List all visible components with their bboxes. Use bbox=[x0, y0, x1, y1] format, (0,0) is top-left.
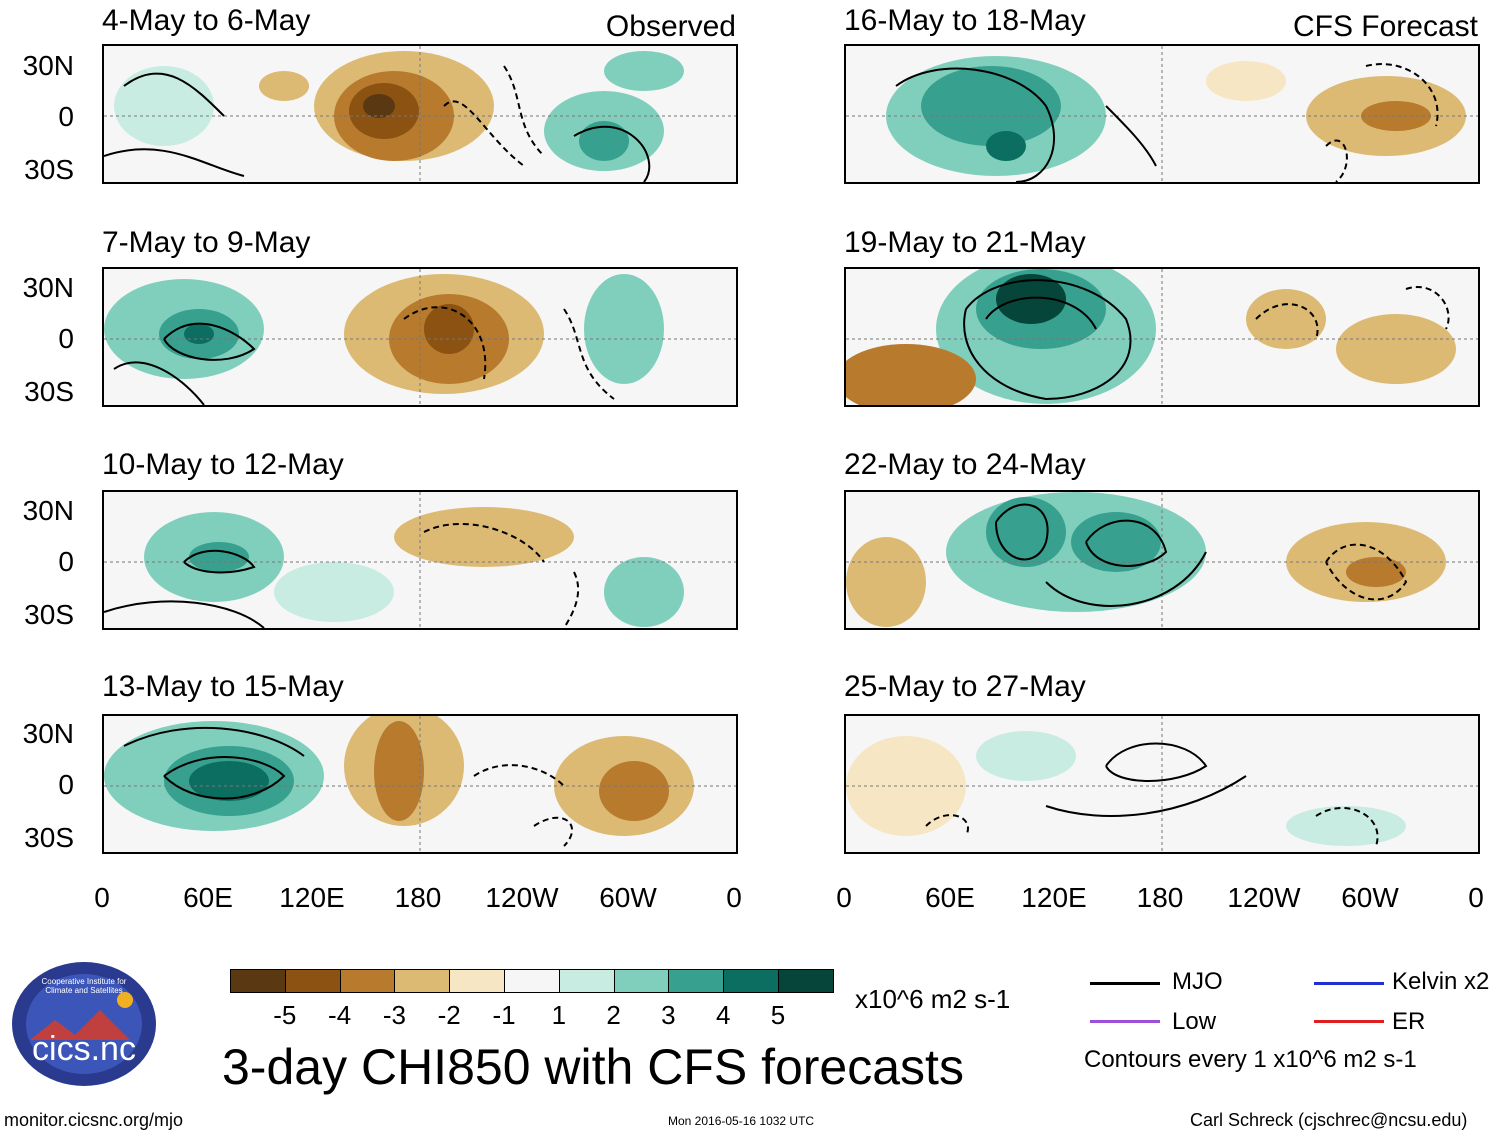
lat-label: 0 bbox=[58, 101, 74, 132]
lon-label: 0 bbox=[836, 882, 852, 913]
cics-logo: cics.nc Cooperative Institute for Climat… bbox=[10, 960, 158, 1088]
panel-title: 16-May to 18-May bbox=[844, 4, 1086, 37]
colorbar-swatch bbox=[339, 969, 396, 993]
lon-label: 180 bbox=[394, 882, 442, 913]
colorbar-swatch bbox=[668, 969, 725, 993]
lon-label: 0 bbox=[94, 882, 110, 913]
map-forecast-2 bbox=[844, 267, 1480, 407]
map-observed-3 bbox=[102, 490, 738, 630]
lat-label: 30N bbox=[22, 272, 74, 303]
logo-text: cics.nc bbox=[32, 1030, 136, 1068]
map-forecast-4 bbox=[844, 714, 1480, 854]
colorbar-label: 4 bbox=[715, 1000, 731, 1030]
lon-label: 0 bbox=[1468, 882, 1484, 913]
main-title: 3-day CHI850 with CFS forecasts bbox=[222, 1039, 964, 1095]
lon-label: 60E bbox=[183, 882, 233, 913]
lat-label: 30N bbox=[22, 50, 74, 81]
lon-label: 120W bbox=[485, 882, 559, 913]
lon-label: 120W bbox=[1227, 882, 1301, 913]
colorbar-swatch bbox=[284, 969, 341, 993]
colorbar-label: -2 bbox=[437, 1000, 461, 1030]
map-observed-1 bbox=[102, 44, 738, 184]
colorbar-swatch bbox=[778, 969, 834, 993]
panel-title: 10-May to 12-May bbox=[102, 448, 344, 481]
lon-label: 0 bbox=[726, 882, 742, 913]
panel-title: 25-May to 27-May bbox=[844, 670, 1086, 703]
colorbar-label: -3 bbox=[382, 1000, 406, 1030]
footer-author: Carl Schreck (cjschrec@ncsu.edu) bbox=[1190, 1110, 1468, 1130]
lat-label: 30S bbox=[24, 154, 74, 185]
colorbar-swatch bbox=[558, 969, 615, 993]
logo-ring-text: Cooperative Institute for Climate and Sa… bbox=[41, 977, 127, 995]
legend-mjo: MJO bbox=[1172, 968, 1223, 995]
colorbar-label: 5 bbox=[770, 1000, 786, 1030]
panel-title: 13-May to 15-May bbox=[102, 670, 344, 703]
lon-label: 60W bbox=[599, 882, 657, 913]
kelvin-line-swatch bbox=[1314, 982, 1384, 985]
er-line-swatch bbox=[1314, 1020, 1384, 1023]
lon-label: 60W bbox=[1341, 882, 1399, 913]
colorbar-swatch bbox=[723, 969, 779, 993]
low-line-swatch bbox=[1090, 1020, 1160, 1023]
colorbar-swatch bbox=[449, 969, 505, 993]
lat-label: 30N bbox=[22, 495, 74, 526]
legend-low: Low bbox=[1172, 1008, 1217, 1035]
lat-label: 0 bbox=[58, 323, 74, 354]
legend-contours-note: Contours every 1 x10^6 m2 s-1 bbox=[1084, 1046, 1417, 1073]
map-forecast-3 bbox=[844, 490, 1480, 630]
lat-label: 30N bbox=[22, 718, 74, 749]
colorbar-label: -1 bbox=[492, 1000, 516, 1030]
colorbar-units: x10^6 m2 s-1 bbox=[855, 984, 1011, 1014]
map-observed-4 bbox=[102, 714, 738, 854]
panel-title: 22-May to 24-May bbox=[844, 448, 1086, 481]
colorbar-label: 1 bbox=[551, 1000, 567, 1030]
lat-label: 30S bbox=[24, 822, 74, 853]
mjo-line-swatch bbox=[1090, 982, 1160, 985]
colorbar-swatch bbox=[504, 969, 560, 993]
lon-label: 120E bbox=[279, 882, 345, 913]
legend-er: ER bbox=[1392, 1008, 1426, 1035]
colorbar-swatch bbox=[394, 969, 451, 993]
colorbar-label: -4 bbox=[328, 1000, 352, 1030]
panel-title: 4-May to 6-May bbox=[102, 4, 311, 37]
lat-label: 30S bbox=[24, 599, 74, 630]
map-observed-2 bbox=[102, 267, 738, 407]
lat-label: 0 bbox=[58, 546, 74, 577]
lon-label: 120E bbox=[1021, 882, 1087, 913]
legend-kelvin: Kelvin x2 bbox=[1392, 968, 1490, 995]
lat-label: 0 bbox=[58, 769, 74, 800]
lon-label: 180 bbox=[1136, 882, 1184, 913]
colorbar-swatch bbox=[230, 969, 286, 993]
colorbar-label: -5 bbox=[273, 1000, 297, 1030]
observed-label: Observed bbox=[605, 10, 736, 43]
panel-title: 7-May to 9-May bbox=[102, 226, 311, 259]
map-forecast-1 bbox=[844, 44, 1480, 184]
lon-label: 60E bbox=[925, 882, 975, 913]
cfs-forecast-label: CFS Forecast bbox=[1292, 10, 1478, 43]
footer-url[interactable]: monitor.cicsnc.org/mjo bbox=[4, 1110, 184, 1130]
panel-title: 19-May to 21-May bbox=[844, 226, 1086, 259]
colorbar-label: 2 bbox=[606, 1000, 621, 1030]
colorbar-label: 3 bbox=[661, 1000, 676, 1030]
colorbar-swatch bbox=[613, 969, 670, 993]
footer-timestamp: Mon 2016-05-16 1032 UTC bbox=[668, 1114, 815, 1128]
lat-label: 30S bbox=[24, 376, 74, 407]
